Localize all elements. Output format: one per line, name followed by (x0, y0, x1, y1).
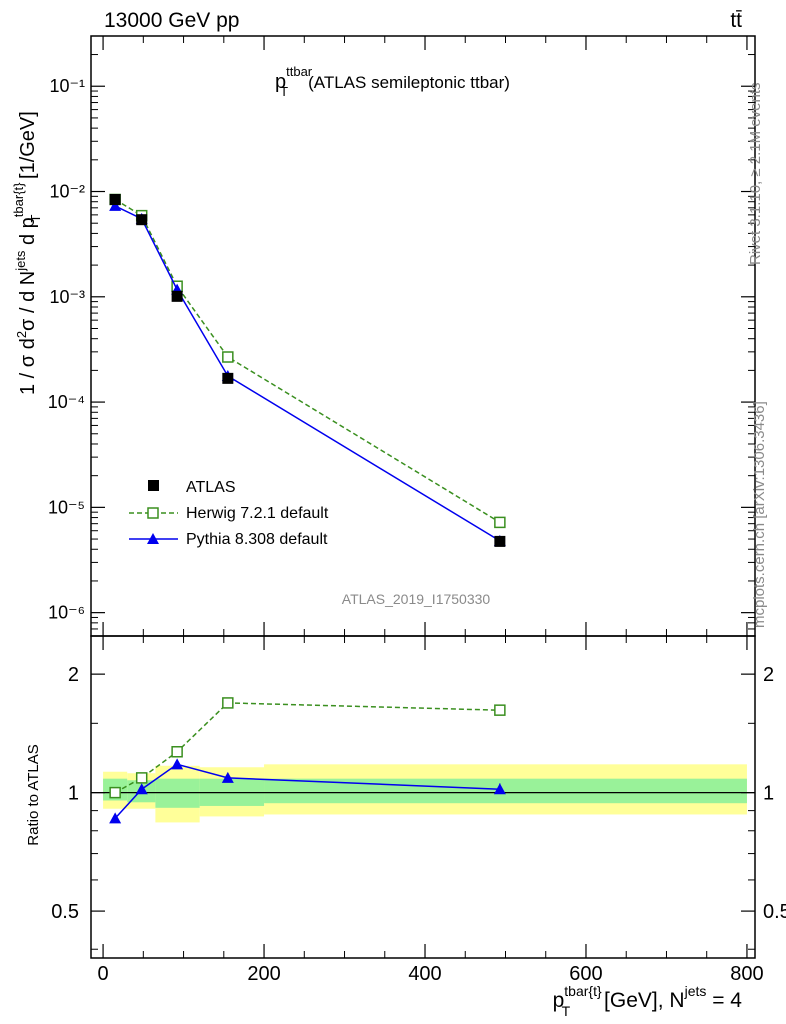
legend-label-pythia: Pythia 8.308 default (186, 531, 328, 548)
main-ytick-label: 10⁻⁴ (48, 392, 85, 412)
ratio-herwig-point (222, 697, 234, 709)
x-axis-label: ptbar{t} T [GeV], Njets = 4 (553, 983, 743, 1019)
title-description: (ATLAS semileptonic ttbar) (308, 73, 510, 92)
main-herwig-line (114, 198, 501, 524)
ratio-pythia-point (171, 758, 184, 770)
main-ytick-label: 10⁻² (49, 182, 85, 202)
uncertainty-bands (91, 764, 755, 823)
ratio-ytick-label-right: 2 (763, 664, 774, 686)
xtick-label: 800 (730, 963, 763, 985)
main-pythia-line (114, 205, 501, 542)
legend-marker-atlas (148, 480, 159, 491)
band-inner-2 (155, 778, 200, 808)
ratio-ytick-label: 1 (68, 783, 79, 805)
mcplots-label: mcplots.cern.ch [arXiv:1306.3436] (751, 401, 768, 628)
main-herwig-point (494, 516, 506, 529)
ratio-pythia-point (135, 783, 148, 795)
main-pythia-point (109, 199, 122, 211)
ratio-y-axis-label: Ratio to ATLAS (25, 744, 42, 845)
legend-marker-pythia (147, 533, 159, 544)
legend: ATLAS Herwig 7.2.1 default Pythia 8.308 … (129, 479, 329, 548)
main-atlas-point (109, 193, 121, 205)
ratio-herwig-point (171, 746, 183, 758)
analysis-label: ATLAS_2019_I1750330 (342, 591, 491, 607)
plot-title: pttbar T (ATLAS semileptonic ttbar) (275, 64, 510, 99)
title-main: p (275, 71, 286, 93)
main-herwig-point (222, 351, 234, 363)
ratio-herwig-point (135, 772, 148, 784)
ratio-herwig-point (494, 704, 506, 716)
process-label: tt̄ (730, 9, 742, 32)
ratio-panel-frame (90, 635, 756, 959)
main-ytick-label: 10⁻³ (49, 287, 85, 307)
ratio-ytick-label: 2 (68, 664, 79, 686)
beam-label: 13000 GeV pp (104, 9, 239, 32)
ratio-pythia-point (221, 771, 234, 783)
ratio-ytick-label-right: 0.5 (763, 901, 786, 923)
title-superscript: ttbar (286, 64, 313, 79)
axis-ticks: 10⁻⁶ 10⁻⁵ 10⁻⁴ 10⁻³ 10⁻² 10⁻¹ 0.5 0.5 1 1 2 2 0 200 40… (48, 36, 786, 985)
legend-label-atlas: ATLAS (186, 479, 236, 496)
main-ytick-label: 10⁻⁶ (48, 603, 85, 623)
main-atlas-point (136, 214, 148, 226)
main-atlas-point (222, 372, 234, 384)
ratio-ytick-label-right: 1 (763, 783, 774, 805)
main-y-axis-label: 1 / σ d2σ / d Njets d ptbar{t}T [1/GeV] (11, 111, 43, 395)
ratio-pythia-point (109, 812, 122, 824)
xtick-label: 200 (247, 963, 280, 985)
main-ytick-label: 10⁻⁵ (48, 497, 85, 517)
xtick-label: 0 (98, 963, 109, 985)
y-label-part-1: 1 / σ d (17, 338, 39, 395)
rivet-label: Rivet 3.1.10, ≥ 2.1M events (747, 83, 764, 266)
main-ytick-label: 10⁻¹ (49, 76, 85, 96)
xtick-label: 400 (408, 963, 441, 985)
ratio-herwig-point (109, 786, 121, 799)
ratio-ytick-label: 0.5 (51, 901, 79, 923)
xtick-label: 600 (569, 963, 602, 985)
legend-marker-herwig (147, 507, 159, 519)
title-subscript: T (280, 84, 288, 99)
series-layer (109, 193, 506, 824)
main-atlas-point (171, 290, 183, 302)
legend-label-herwig: Herwig 7.2.1 default (186, 505, 329, 522)
main-atlas-point (494, 535, 506, 547)
